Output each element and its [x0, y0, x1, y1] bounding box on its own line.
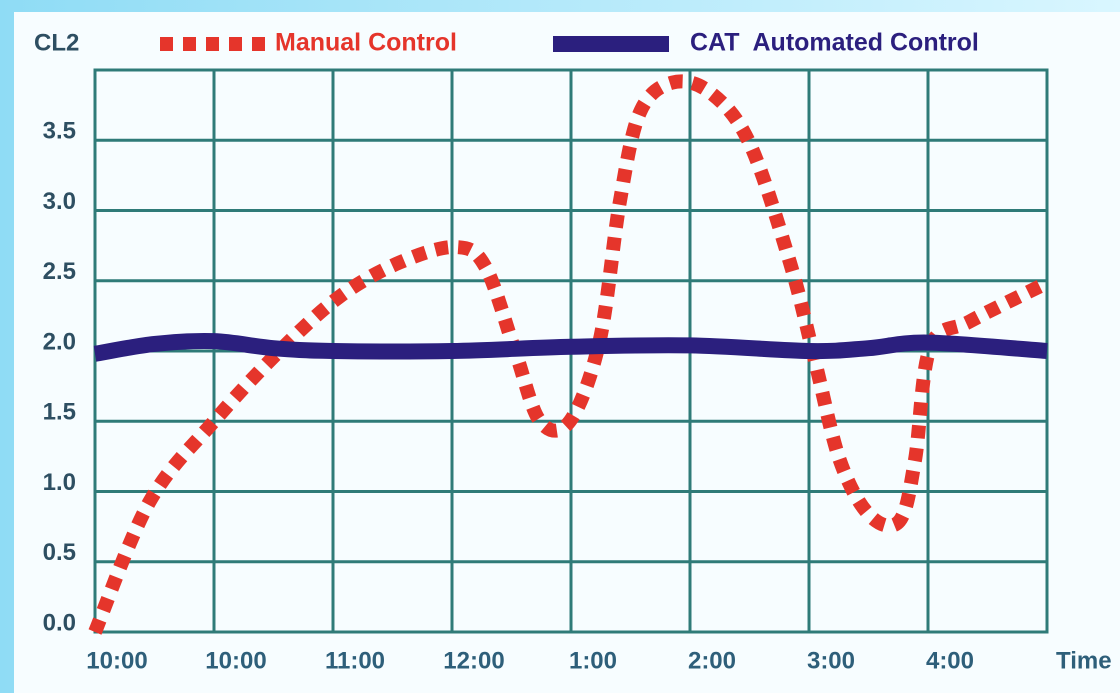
y-tick-label: 1.0: [43, 469, 76, 496]
x-tick-label: 11:00: [325, 647, 385, 674]
y-tick-label: 0.0: [43, 609, 76, 636]
x-tick-label: 10:00: [86, 647, 147, 674]
y-tick-label: 3.5: [43, 118, 76, 145]
legend-label: Manual Control: [275, 29, 457, 57]
y-tick-label: 0.5: [43, 539, 76, 566]
y-tick-label: 1.5: [43, 399, 76, 426]
y-axis-label: CL2: [34, 29, 79, 56]
x-tick-label: 10:00: [205, 647, 266, 674]
y-tick-label: 3.0: [43, 188, 76, 215]
x-axis-label: Time: [1056, 647, 1112, 674]
series-line: [93, 332, 1048, 362]
y-tick-label: 2.0: [43, 328, 76, 355]
legend-label: CAT Automated Control: [690, 29, 979, 57]
x-tick-label: 3:00: [807, 647, 855, 674]
y-tick-label: 2.5: [43, 258, 76, 285]
x-tick-label: 12:00: [443, 647, 504, 674]
series-line: [88, 74, 1043, 635]
x-tick-label: 1:00: [569, 647, 617, 674]
x-tick-label: 2:00: [688, 647, 736, 674]
x-tick-label: 4:00: [926, 647, 974, 674]
